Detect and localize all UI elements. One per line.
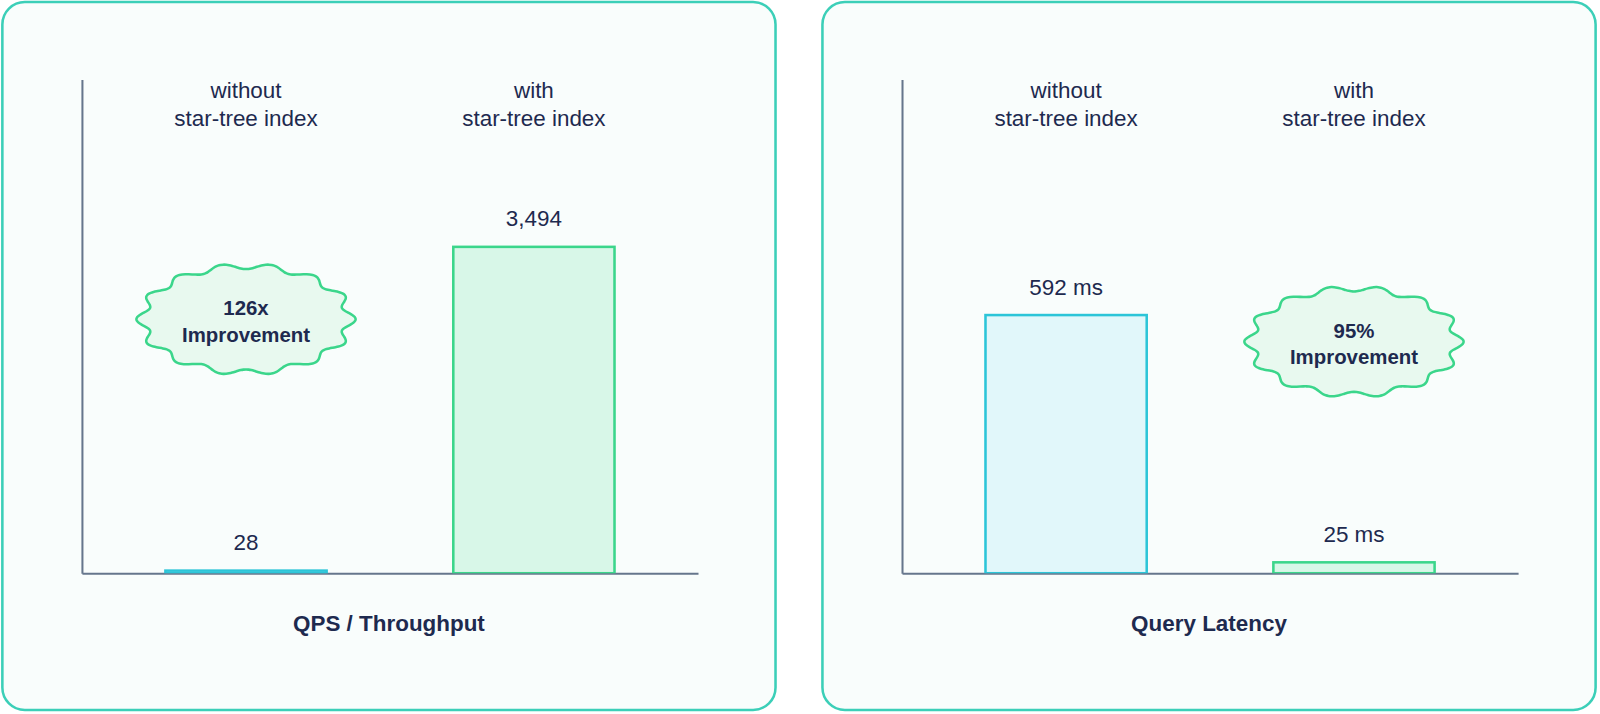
y-axis-line [901,80,903,574]
y-axis [902,80,903,574]
annotation: 95%Improvement [1290,320,1418,369]
annotation-cloud [136,265,355,374]
panel-frame [822,2,1595,710]
bar [985,315,1146,573]
bars [985,315,1434,573]
y-axis-line [81,80,83,574]
chart-title: Query Latency [1131,611,1287,636]
panel-frame [2,2,775,710]
bar [165,571,326,574]
x-axis [82,573,698,574]
chart-panel: withoutstar-tree index withstar-tree inde… [822,2,1595,710]
bar [453,247,614,573]
y-axis [82,80,83,574]
category-label: withstar-tree index [462,78,605,132]
category-label: withoutstar-tree index [994,78,1137,132]
category-label: withoutstar-tree index [174,78,317,132]
bar [1273,562,1434,573]
chart-panel: withoutstar-tree index withstar-tree inde… [2,2,775,710]
data-label: 3,494 [506,206,562,231]
annotation: 126xImprovement [182,297,310,346]
data-label: 592 ms [1029,275,1103,300]
data-label: 28 [234,530,259,555]
data-label: 25 ms [1323,522,1384,547]
category-label: withstar-tree index [1282,78,1425,132]
x-axis [903,573,1519,574]
figure: withoutstar-tree index withstar-tree inde… [0,0,1600,714]
chart-title: QPS / Throughput [293,611,485,636]
annotation-cloud [1244,287,1463,396]
